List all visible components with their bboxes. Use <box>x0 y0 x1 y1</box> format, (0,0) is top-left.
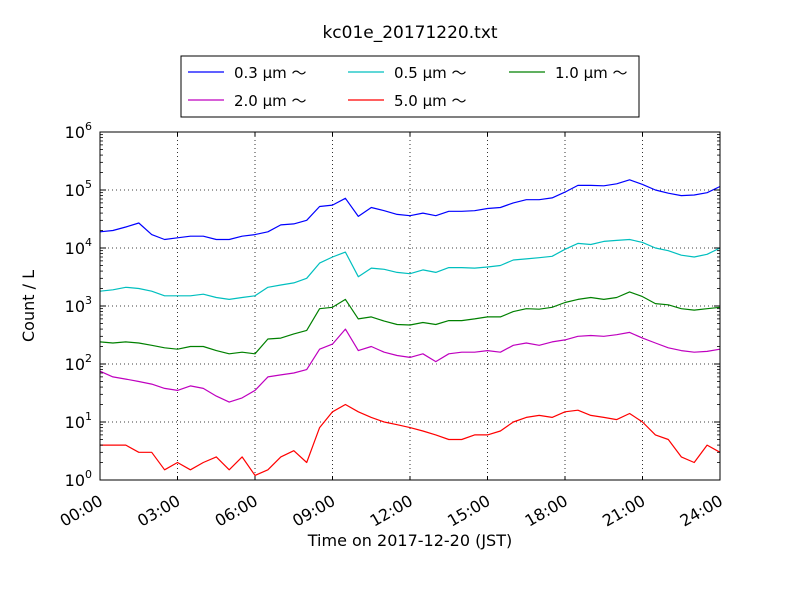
y-tick-label: 104 <box>65 236 92 258</box>
x-tick-label: 24:00 <box>677 491 726 531</box>
legend-label: 2.0 μm ～ <box>234 92 307 110</box>
x-tick-label: 18:00 <box>522 491 571 531</box>
y-tick-exponent: 2 <box>85 352 92 365</box>
y-axis-label: Count / L <box>19 270 38 342</box>
y-tick-label: 102 <box>65 352 92 374</box>
y-tick-label: 106 <box>65 120 92 142</box>
y-tick-exponent: 4 <box>85 236 92 249</box>
y-tick-label: 105 <box>65 178 92 200</box>
y-tick-exponent: 1 <box>85 410 92 423</box>
x-axis-label: Time on 2017-12-20 (JST) <box>307 531 512 550</box>
y-tick-base: 10 <box>65 471 85 490</box>
x-tick-label: 12:00 <box>367 491 416 531</box>
x-tick-label: 00:00 <box>57 491 106 531</box>
y-tick-base: 10 <box>65 297 85 316</box>
series-line <box>100 403 721 476</box>
y-tick-base: 10 <box>65 181 85 200</box>
series-group <box>99 179 721 476</box>
y-tick-exponent: 0 <box>85 468 92 481</box>
x-tick-label: 21:00 <box>599 491 648 531</box>
x-tick-label: 06:00 <box>212 491 261 531</box>
y-tick-base: 10 <box>65 123 85 142</box>
y-tick-label: 101 <box>65 410 92 432</box>
y-tick-base: 10 <box>65 413 85 432</box>
y-tick-exponent: 3 <box>85 294 92 307</box>
legend: 0.3 μm ～ 0.5 μm ～ 1.0 μm ～ 2.0 μm ～ 5.0 μm ～ <box>180 55 640 118</box>
legend-label: 5.0 μm ～ <box>394 92 467 110</box>
legend-box <box>180 55 640 118</box>
x-tick-label: 09:00 <box>289 491 338 531</box>
chart-title: kc01e_20171220.txt <box>322 23 497 43</box>
y-tick-base: 10 <box>65 239 85 258</box>
x-tick-label: 03:00 <box>134 491 183 531</box>
grid <box>100 132 720 480</box>
x-tick-label: 15:00 <box>444 491 493 531</box>
y-tick-exponent: 6 <box>85 120 92 133</box>
legend-label: 0.5 μm ～ <box>394 64 467 82</box>
legend-label: 1.0 μm ～ <box>555 64 628 82</box>
y-tick-exponent: 5 <box>85 178 92 191</box>
series-line <box>99 291 721 355</box>
y-tick-base: 10 <box>65 355 85 374</box>
y-tick-label: 100 <box>65 468 92 490</box>
series-line <box>99 179 721 241</box>
series-line <box>99 328 721 403</box>
legend-label: 0.3 μm ～ <box>234 64 307 82</box>
x-axis: 00:00 03:00 06:00 09:00 12:00 15:00 18:00 21:00… <box>57 132 726 531</box>
y-tick-label: 103 <box>65 294 92 316</box>
series-line <box>99 238 721 300</box>
